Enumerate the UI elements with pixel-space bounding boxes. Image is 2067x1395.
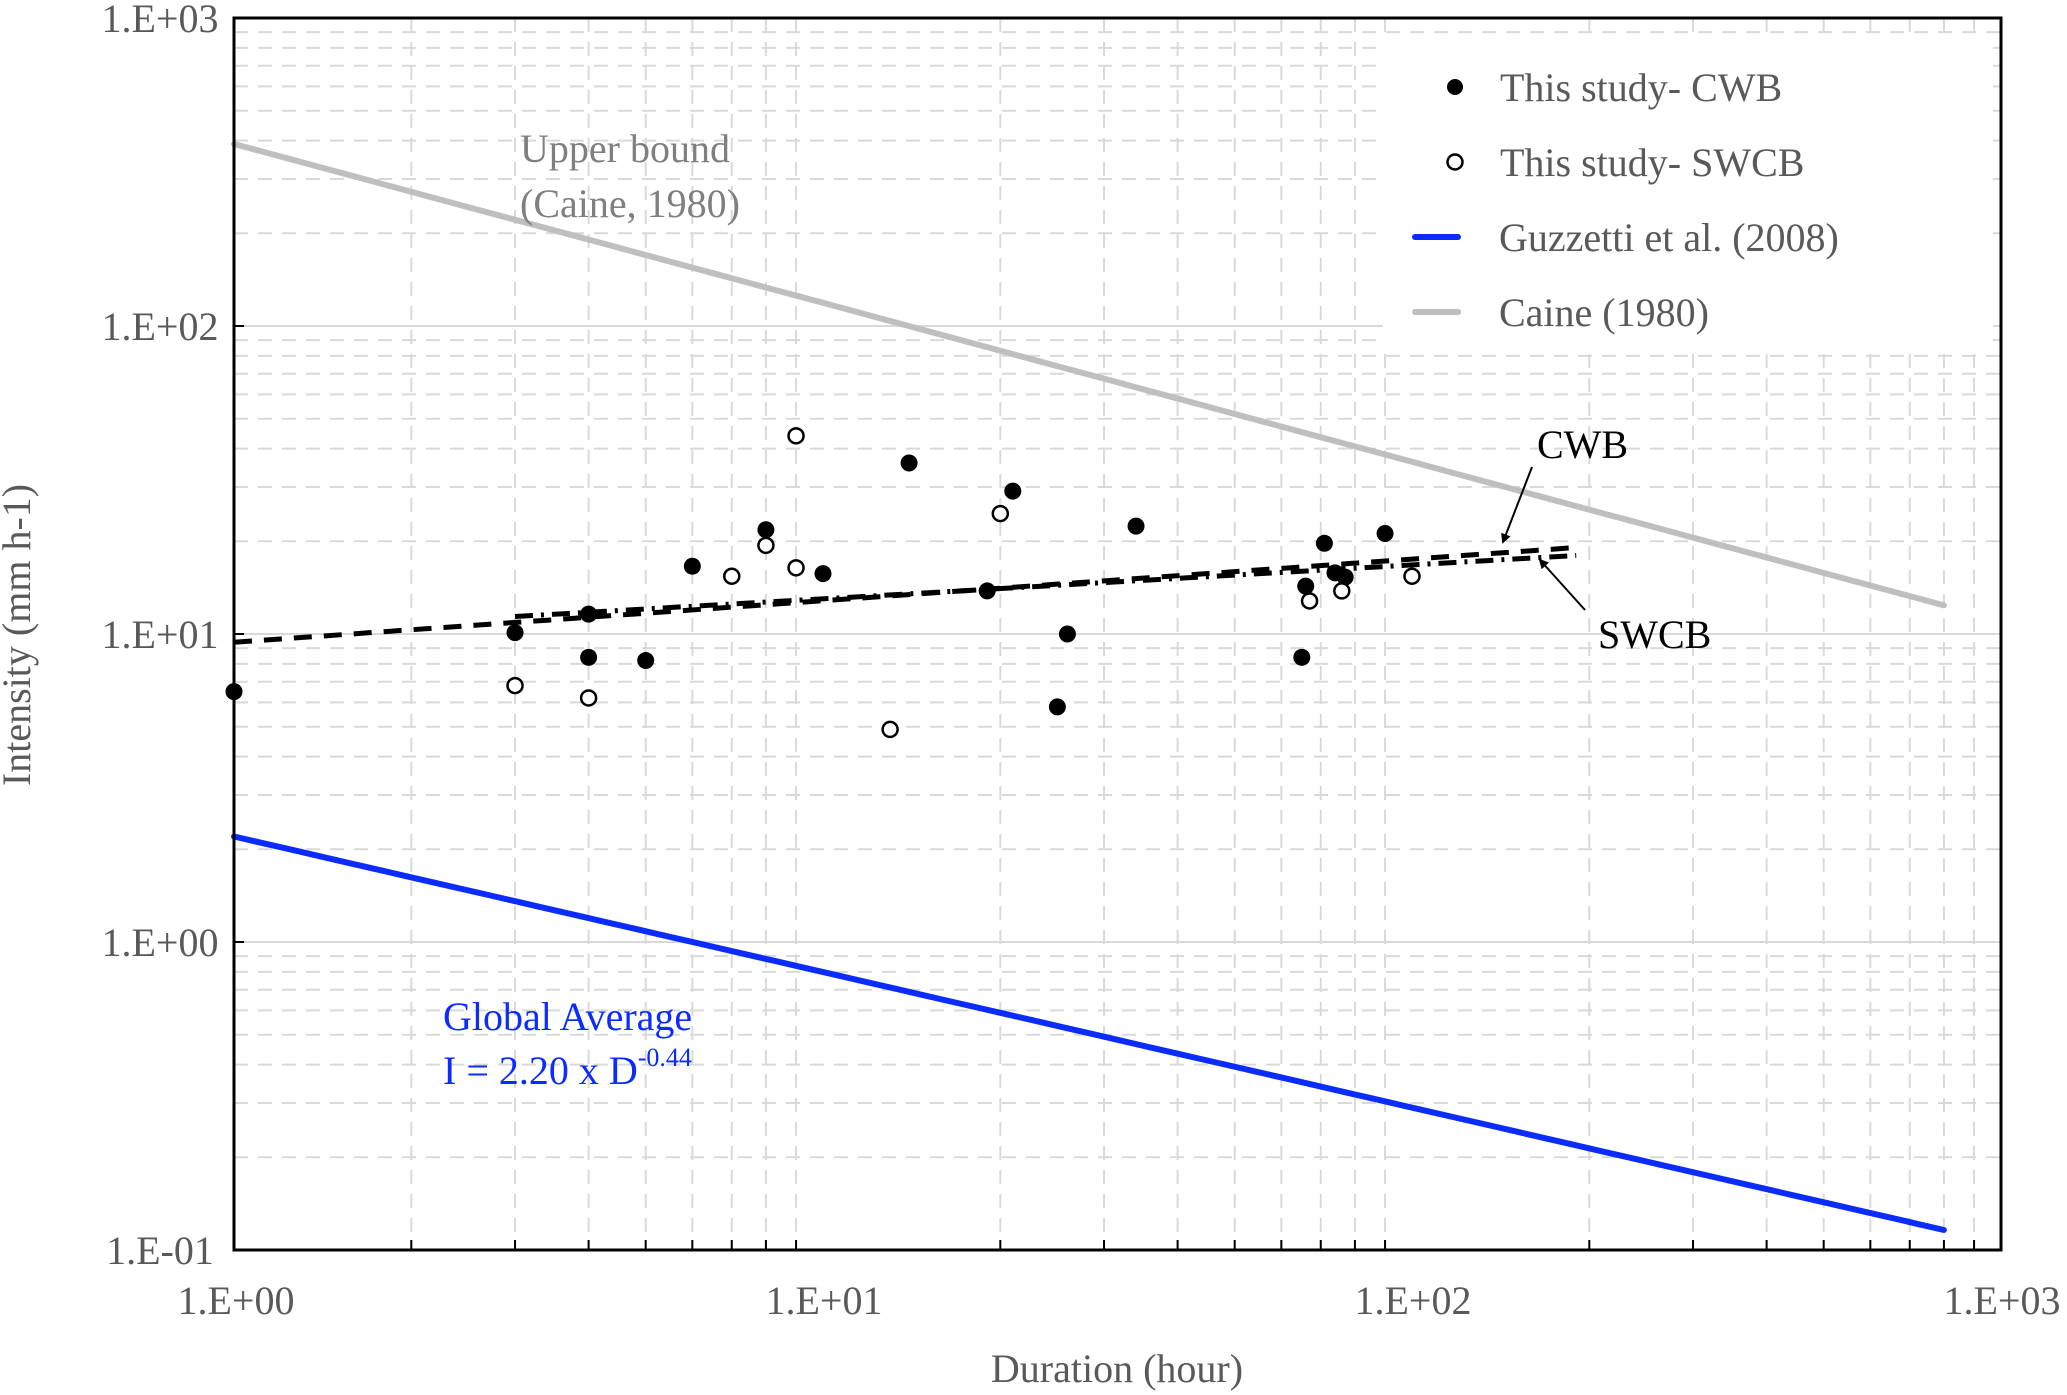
legend-symbol-filled-circle — [1447, 79, 1463, 95]
axis-ticks — [234, 17, 1976, 1251]
legend-label-guzzetti: Guzzetti et al. (2008) — [1499, 215, 1839, 260]
caine-line — [231, 141, 1947, 609]
swcb-data-point — [1333, 582, 1351, 600]
y-tick-label: 1.E+01 — [102, 612, 219, 657]
cwb-data-point — [1293, 648, 1311, 666]
swcb-data-point — [787, 559, 805, 577]
cwb-data-point — [506, 624, 524, 642]
x-tick-label: 1.E+03 — [1944, 1278, 2061, 1323]
annotation-upper-bound: Upper bound — [520, 126, 730, 171]
swcb-data-point — [787, 427, 805, 445]
swcb-data-point — [506, 676, 524, 695]
cwb-data-point — [1048, 698, 1066, 716]
cwb-data-point — [580, 648, 598, 666]
cwb-data-point — [814, 565, 832, 583]
legend-label-caine: Caine (1980) — [1499, 290, 1709, 335]
plot-lines — [231, 141, 1947, 1233]
annotation-caine-citation: (Caine, 1980) — [520, 181, 740, 226]
swcb-data-point — [1403, 567, 1421, 585]
equation-base: I = 2.20 x D — [443, 1048, 638, 1093]
guzzetti-line — [231, 833, 1947, 1233]
swcb-data-point — [1300, 592, 1319, 610]
y-tick-label: 1.E+00 — [102, 920, 219, 965]
annotation-swcb-label: SWCB — [1598, 612, 1711, 657]
annotation-global-equation: I = 2.20 x D-0.44 — [443, 1043, 692, 1093]
swcb-data-point — [991, 504, 1010, 523]
cwb-trendline — [233, 545, 1577, 645]
x-axis-title: Duration (hour) — [991, 1346, 1243, 1391]
arrow-swcb — [1538, 558, 1586, 611]
swcb-trendline — [514, 553, 1577, 619]
y-axis-labels: 1.E+03 1.E+02 1.E+01 1.E+00 1.E-01 — [102, 0, 219, 1273]
cwb-data-point — [580, 605, 598, 623]
cwb-data-point — [637, 652, 655, 670]
legend-label-swcb: This study- SWCB — [1500, 140, 1804, 185]
cwb-data-point — [1004, 482, 1022, 500]
swcb-data-point — [881, 720, 899, 739]
cwb-data-point — [1127, 517, 1145, 535]
legend-box — [1383, 40, 1993, 350]
cwb-data-point — [1058, 625, 1076, 643]
cwb-data-point — [900, 454, 918, 472]
swcb-data-point — [579, 689, 598, 707]
annotation-cwb-label: CWB — [1537, 422, 1628, 467]
x-tick-label: 1.E+01 — [766, 1278, 883, 1323]
swcb-data-point — [723, 567, 741, 585]
x-tick-label: 1.E+00 — [178, 1278, 295, 1323]
equation-exponent: -0.44 — [638, 1043, 692, 1072]
arrow-cwb — [1501, 466, 1533, 544]
x-tick-label: 1.E+02 — [1355, 1278, 1472, 1323]
annotation-global-average: Global Average — [443, 994, 692, 1039]
cwb-data-point — [978, 582, 996, 600]
cwb-data-point — [757, 521, 775, 539]
cwb-data-point — [1376, 524, 1394, 542]
cwb-data-point — [1315, 534, 1333, 552]
y-tick-label: 1.E+02 — [102, 304, 219, 349]
legend-symbol-open-circle — [1446, 153, 1464, 171]
cwb-data-point — [1336, 568, 1354, 586]
cwb-data-point — [1297, 577, 1315, 595]
y-tick-label: 1.E+03 — [102, 0, 219, 41]
swcb-data-point — [757, 536, 775, 555]
legend: This study- CWB This study- SWCB Guzzett… — [1412, 65, 1839, 335]
cwb-data-point — [683, 557, 701, 575]
y-axis-title: Intensity (mm h-1) — [0, 484, 39, 786]
legend-label-cwb: This study- CWB — [1500, 65, 1782, 110]
x-axis-labels: 1.E+00 1.E+01 1.E+02 1.E+03 — [178, 1278, 2061, 1323]
y-tick-label: 1.E-01 — [106, 1228, 214, 1273]
